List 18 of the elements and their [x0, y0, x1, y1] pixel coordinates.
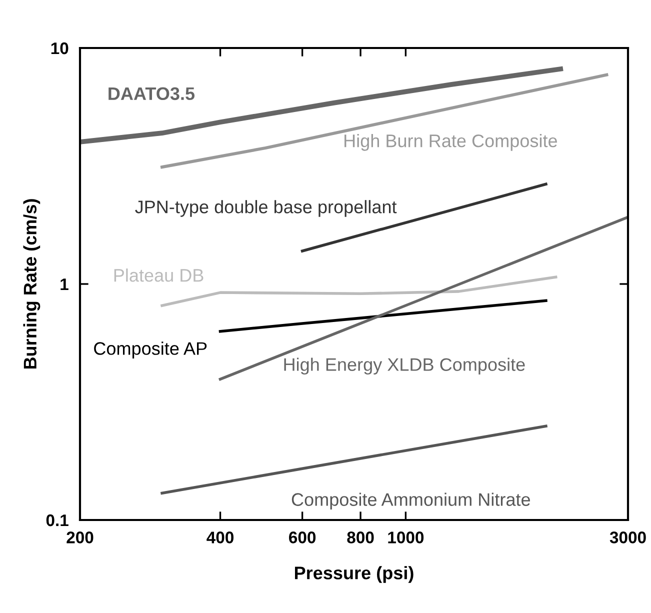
x-tick-label: 1000: [388, 532, 424, 544]
series-label: Composite Ammonium Nitrate: [292, 492, 530, 510]
series-label: Composite AP: [94, 342, 207, 358]
y-tick-label: 0.1: [46, 514, 68, 526]
y-axis-title: Burning Rate (cm/s): [23, 199, 40, 369]
y-tick-label: 1: [60, 278, 68, 290]
x-tick-label: 400: [206, 532, 234, 544]
x-tick-label: 800: [347, 532, 374, 544]
series-label: Plateau DB: [114, 268, 204, 282]
x-tick-label: 3000: [610, 532, 646, 544]
x-tick-label: 600: [289, 532, 316, 544]
series-label: High Burn Rate Composite: [344, 134, 557, 151]
series-label: DAATO3.5: [108, 87, 195, 100]
x-axis-title: Pressure (psi): [295, 566, 414, 583]
y-tick-label: 10: [51, 42, 68, 54]
series-label: High Energy XLDB Composite: [284, 358, 525, 375]
x-tick-label: 200: [66, 532, 94, 544]
series-label: JPN-type double base propellant: [135, 200, 397, 217]
